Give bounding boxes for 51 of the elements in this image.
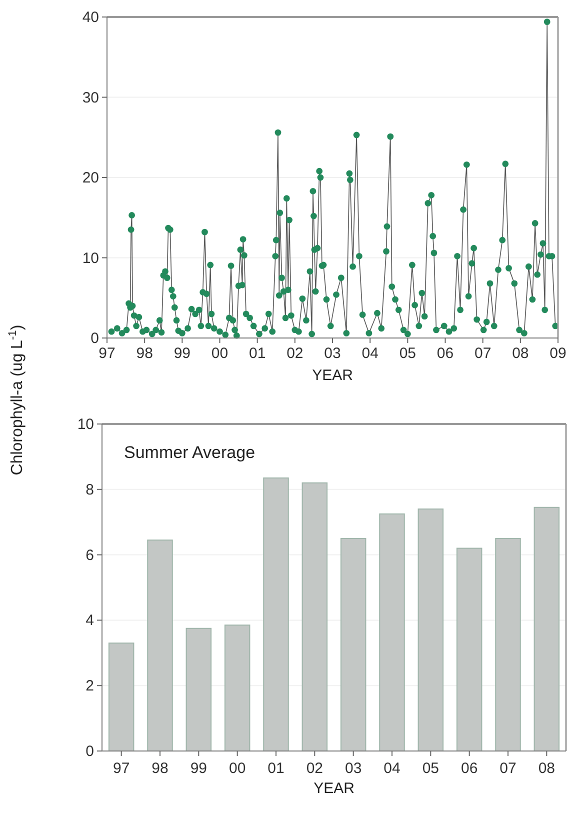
x-tick-label: 01 [248, 345, 266, 362]
x-axis-title: YEAR [312, 367, 354, 384]
x-tick-label: 04 [384, 760, 400, 777]
x-tick-label: 05 [399, 345, 416, 362]
bar [224, 624, 250, 752]
annotation: Summer Average [124, 443, 256, 462]
x-tick-label: 06 [436, 345, 454, 362]
x-axis-title: YEAR [314, 780, 355, 797]
x-tick-label: 03 [344, 760, 362, 777]
x-tick-label: 97 [112, 760, 130, 777]
y-tick-label: 0 [90, 330, 99, 347]
x-tick-label: 00 [211, 345, 228, 362]
y-tick-label: 4 [86, 612, 94, 630]
bar [263, 477, 289, 752]
x-tick-label: 99 [174, 345, 191, 362]
y-tick-label: 2 [86, 678, 94, 695]
x-tick-label: 02 [306, 760, 324, 777]
x-tick-label: 00 [228, 760, 246, 777]
bar [456, 548, 482, 752]
x-tick-label: 06 [460, 760, 478, 777]
x-tick-label: 07 [474, 345, 492, 362]
bar [379, 513, 405, 752]
y-tick-label: 0 [86, 743, 94, 760]
x-tick-label: 07 [500, 760, 516, 777]
bar [418, 508, 444, 752]
x-tick-label: 97 [98, 345, 116, 362]
x-tick-label: 02 [286, 345, 304, 362]
bar [108, 642, 134, 752]
bar [302, 482, 328, 752]
x-tick-label: 05 [422, 760, 440, 777]
y-tick-label: 6 [86, 546, 94, 564]
x-tick-label: 99 [190, 760, 208, 777]
y-tick-label: 40 [82, 9, 99, 26]
x-tick-label: 09 [550, 345, 566, 362]
y-tick-label: 10 [82, 250, 99, 267]
x-tick-label: 04 [362, 345, 378, 362]
y-tick-label: 30 [82, 89, 99, 106]
y-tick-label: 10 [77, 416, 94, 433]
bar [495, 538, 521, 752]
y-tick-label: 8 [86, 481, 94, 498]
bar [186, 628, 212, 752]
bar [534, 506, 560, 752]
bar [340, 538, 366, 752]
x-tick-label: 01 [268, 760, 284, 777]
y-tick-label: 20 [82, 170, 99, 186]
x-tick-label: 08 [512, 345, 529, 362]
x-tick-label: 08 [538, 760, 556, 777]
x-tick-label: 98 [152, 760, 168, 777]
x-tick-label: 98 [136, 345, 153, 362]
x-tick-label: 03 [324, 345, 341, 362]
bar [147, 540, 173, 752]
